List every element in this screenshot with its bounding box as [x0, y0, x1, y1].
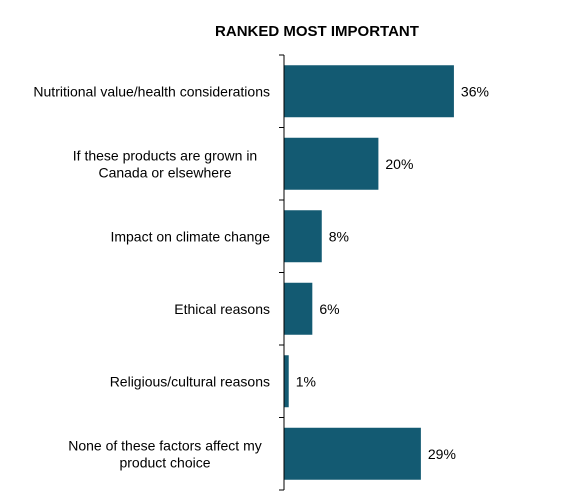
bar-value-label: 1% [296, 373, 316, 389]
bar-value-label: 8% [329, 228, 349, 244]
bar [284, 138, 378, 190]
category-label: Ethical reasons [174, 301, 270, 317]
bars-layer [284, 65, 454, 480]
category-label: Impact on climate change [110, 228, 270, 244]
ticks-layer [279, 55, 284, 490]
chart-title: RANKED MOST IMPORTANT [215, 23, 419, 40]
bar [284, 428, 421, 480]
bar [284, 283, 312, 335]
category-label: Nutritional value/health considerations [33, 83, 270, 99]
bar [284, 210, 322, 262]
bar-value-label: 36% [461, 83, 489, 99]
bar-value-label: 29% [428, 446, 456, 462]
category-label: None of these factors affect my product c… [68, 437, 262, 470]
labels-layer: 36% Nutritional value/health consideratio… [33, 83, 489, 470]
category-label: If these products are grown in Canada or … [73, 147, 257, 180]
bar-value-label: 6% [319, 301, 339, 317]
bar [284, 65, 454, 117]
bar [284, 355, 289, 407]
bar-value-label: 20% [385, 156, 413, 172]
category-label: Religious/cultural reasons [110, 373, 270, 389]
